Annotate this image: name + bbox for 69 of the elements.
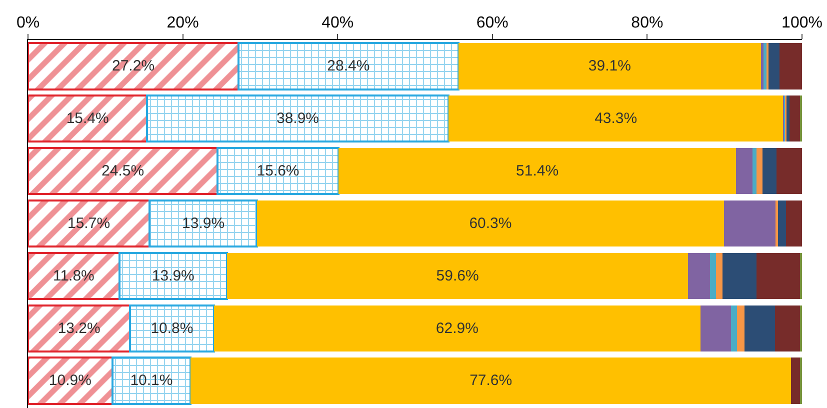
data-label: 39.1% <box>588 58 631 75</box>
bar <box>214 305 701 352</box>
data-label: 10.8% <box>150 320 194 337</box>
bar <box>736 305 745 352</box>
bar <box>752 148 756 194</box>
bar <box>776 148 802 194</box>
data-label: 15.6% <box>256 162 300 180</box>
data-label: 62.9% <box>436 320 478 337</box>
bar <box>791 358 800 404</box>
bar <box>768 43 780 90</box>
data-label: 51.4% <box>516 162 559 180</box>
bar <box>238 42 460 90</box>
data-label: 27.2% <box>112 58 155 75</box>
bar <box>722 252 756 299</box>
data-label: 38.9% <box>276 110 320 128</box>
bar <box>148 199 258 248</box>
data-label: 15.4% <box>66 110 109 128</box>
bar <box>716 252 722 299</box>
bar <box>776 200 778 247</box>
bar <box>28 356 114 405</box>
bar <box>790 96 800 142</box>
data-label: 13.9% <box>152 267 194 284</box>
x-tick-label: 60% <box>476 14 508 32</box>
bar <box>736 148 752 194</box>
data-label: 13.9% <box>182 214 225 232</box>
bar <box>756 252 800 299</box>
x-tick-label: 80% <box>631 14 664 32</box>
bar <box>786 200 802 247</box>
bar <box>724 200 776 247</box>
bar <box>190 358 792 404</box>
bar <box>763 43 766 90</box>
bar <box>448 96 784 142</box>
data-label: 59.6% <box>436 267 479 284</box>
data-label: 13.2% <box>58 320 100 337</box>
bar <box>710 252 716 299</box>
bar <box>786 96 790 142</box>
bar <box>458 43 761 90</box>
bar <box>700 305 731 352</box>
data-label: 28.4% <box>327 58 370 75</box>
data-label: 10.1% <box>130 372 173 390</box>
bar <box>760 43 764 90</box>
data-label: 10.9% <box>48 372 92 390</box>
bar <box>118 252 228 300</box>
x-tick-label: 20% <box>166 14 199 32</box>
bar <box>28 252 120 300</box>
x-tick-label: 100% <box>782 14 822 32</box>
bar <box>129 304 215 352</box>
data-label: 43.3% <box>594 110 638 128</box>
bar <box>762 148 776 194</box>
bar <box>778 200 786 247</box>
data-label: 15.7% <box>67 214 110 232</box>
bar <box>780 43 802 90</box>
bar <box>146 94 450 143</box>
bar <box>756 148 763 194</box>
data-label: 77.6% <box>470 372 512 390</box>
bar <box>111 356 192 405</box>
bar <box>257 200 724 247</box>
bar <box>688 252 710 299</box>
data-label: 11.8% <box>52 267 94 284</box>
bar <box>226 252 688 299</box>
bar <box>730 305 737 352</box>
bar <box>744 305 775 352</box>
bar <box>774 305 800 352</box>
bar <box>338 148 736 194</box>
data-label: 24.5% <box>102 162 144 180</box>
data-label: 60.3% <box>469 214 512 232</box>
x-tick-label: 40% <box>322 14 354 32</box>
x-tick-label: 0% <box>16 14 40 32</box>
bar <box>216 146 340 196</box>
